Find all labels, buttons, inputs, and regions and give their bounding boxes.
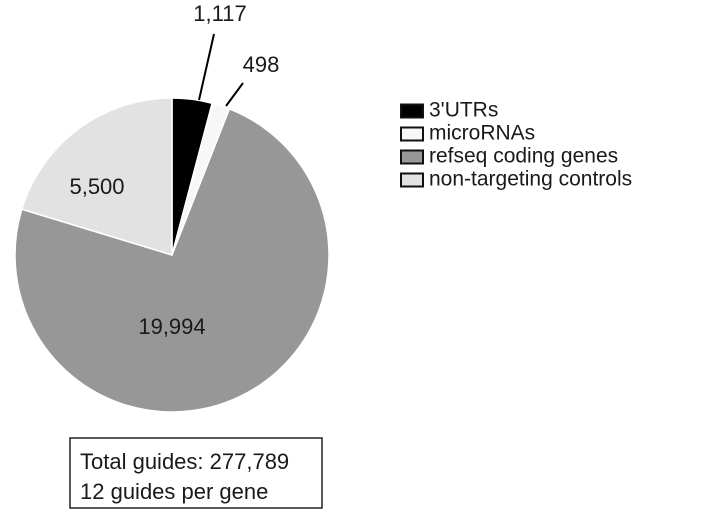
value-label: 5,500 xyxy=(69,174,124,199)
legend-label: non-targeting controls xyxy=(429,168,632,191)
legend-label: refseq coding genes xyxy=(429,145,618,168)
value-label: 1,117 xyxy=(193,1,246,26)
legend-label: microRNAs xyxy=(429,122,535,145)
legend-label: 3'UTRs xyxy=(429,99,498,122)
annotation-box xyxy=(69,437,323,509)
legend-swatch xyxy=(400,149,424,165)
pie-slice xyxy=(14,107,330,413)
legend-swatch xyxy=(400,103,424,119)
legend-swatch xyxy=(400,172,424,188)
value-label: 498 xyxy=(243,52,280,77)
leader-line xyxy=(198,33,215,101)
pie-slice xyxy=(20,97,173,257)
annotation: 12 guides per gene xyxy=(80,479,268,504)
leader-line xyxy=(225,82,244,107)
annotation: Total guides: 277,789 xyxy=(80,449,289,474)
value-label: 19,994 xyxy=(138,314,205,339)
legend-swatch xyxy=(400,126,424,142)
